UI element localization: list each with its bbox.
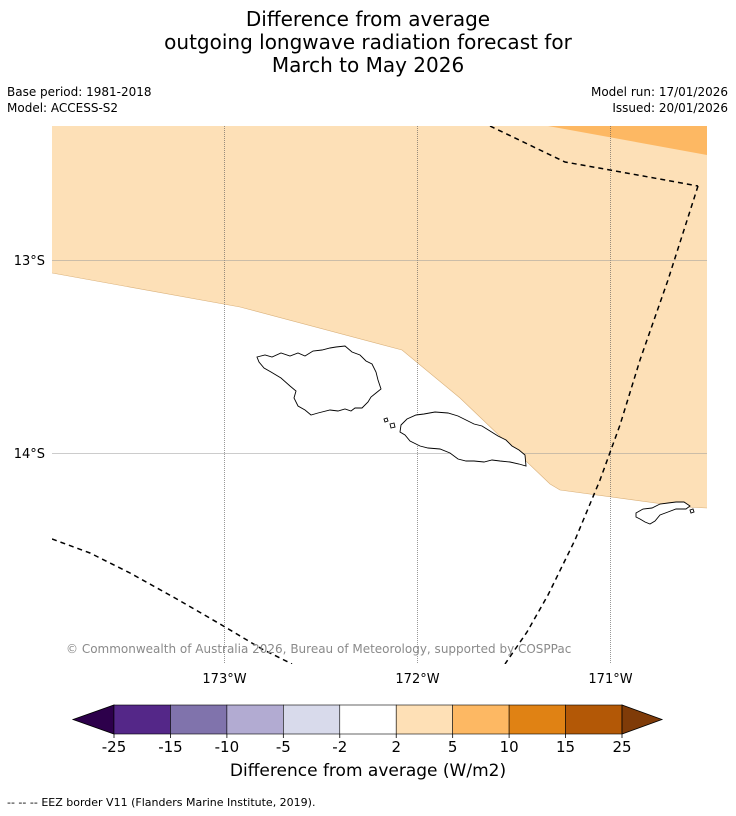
eez-legend-marker: -- -- -- [7,796,38,809]
colorbar-tick-label: 10 [500,738,519,756]
title-line-1: Difference from average [245,7,491,31]
colorbar-segment [452,704,510,735]
colorbar-tick-label: 25 [612,738,631,756]
land-outlines [256,345,695,525]
lat-label-14s: 14°S [14,447,45,462]
colorbar-tick-label: 2 [391,738,401,756]
meta-left: Base period: 1981-2018 Model: ACCESS-S2 [7,84,152,116]
chart-title: Difference from average outgoing longwav… [0,8,736,77]
model-run: Model run: 17/01/2026 [590,85,728,99]
island-apolima [389,422,396,429]
colorbar-label: Difference from average (W/m2) [229,761,507,781]
eez-legend-text: EEZ border V11 (Flanders Marine Institut… [41,796,316,809]
lat-label-13s: 13°S [14,254,45,269]
island-upolu [399,411,527,467]
eez-borders [52,126,699,664]
island-manono [383,417,389,423]
lon-label-171w: 171°W [588,672,632,687]
eez-border-east [504,185,699,664]
colorbar-tick-label: -25 [102,738,127,756]
colorbar-segment [283,704,341,735]
island-savaii [256,345,382,416]
meta-right: Model run: 17/01/2026 Issued: 20/01/2026 [591,84,728,116]
anomaly-region-orange [548,126,707,155]
colorbar-tick-label: -10 [215,738,240,756]
island-aunuu [689,508,695,514]
colorbar-tick-label: 15 [556,738,575,756]
colorbar-segment [170,704,228,735]
colorbar-tick-label: 5 [448,738,458,756]
colorbar-segment [395,704,453,735]
map-copyright: © Commonwealth of Australia 2026, Bureau… [66,642,571,656]
colorbar-segment [113,704,171,735]
base-period: Base period: 1981-2018 [7,85,152,99]
model-name: Model: ACCESS-S2 [7,101,119,115]
colorbar-segment [226,704,284,735]
colorbar-tick-label: -15 [158,738,183,756]
colorbar-segment [339,704,397,735]
colorbar-tick-label: -2 [332,738,347,756]
eez-border-southwest [52,538,293,664]
anomaly-region-light-orange [52,126,707,508]
colorbar-tick-label: -5 [276,738,291,756]
colorbar-segment [565,704,623,735]
title-line-3: March to May 2026 [271,53,465,77]
colorbar-extend-max [621,704,664,735]
eez-border-north [489,126,699,187]
eez-legend: -- -- -- EEZ border V11 (Flanders Marine… [7,796,315,809]
graticule [52,126,707,664]
issued-date: Issued: 20/01/2026 [612,101,728,115]
title-line-2: outgoing longwave radiation forecast for [164,30,572,54]
lon-label-172w: 172°W [395,672,439,687]
colorbar-extend-min [71,704,115,735]
colorbar: -25 -15 -10 -5 -2 2 5 10 15 25 [71,704,664,756]
colorbar-segment [508,704,566,735]
island-tutuila [635,501,691,525]
lon-label-173w: 173°W [202,672,246,687]
map-area: © Commonwealth of Australia 2026, Bureau… [52,126,707,664]
